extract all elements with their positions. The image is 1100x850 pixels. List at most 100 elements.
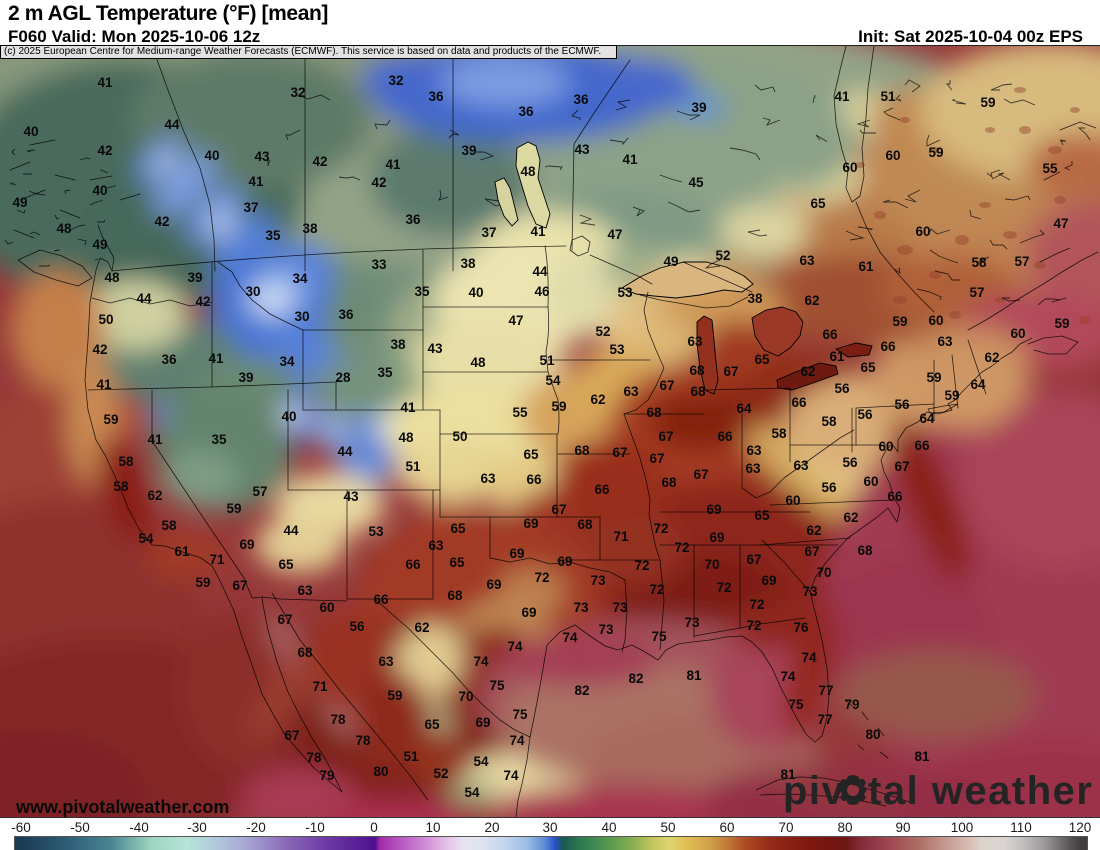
- svg-text:54: 54: [545, 373, 561, 388]
- svg-text:65: 65: [810, 196, 826, 211]
- svg-text:72: 72: [534, 570, 549, 585]
- svg-text:63: 63: [428, 538, 444, 553]
- svg-text:62: 62: [984, 350, 999, 365]
- svg-text:77: 77: [817, 712, 832, 727]
- svg-text:41: 41: [834, 89, 850, 104]
- svg-text:74: 74: [509, 733, 525, 748]
- svg-text:68: 68: [297, 645, 313, 660]
- svg-text:62: 62: [590, 392, 605, 407]
- svg-text:60: 60: [319, 600, 334, 615]
- svg-text:67: 67: [284, 728, 299, 743]
- svg-text:52: 52: [595, 324, 610, 339]
- svg-text:39: 39: [461, 143, 476, 158]
- svg-text:70: 70: [458, 689, 473, 704]
- svg-text:69: 69: [475, 715, 490, 730]
- svg-text:41: 41: [248, 174, 264, 189]
- svg-text:66: 66: [822, 327, 838, 342]
- svg-text:39: 39: [238, 370, 253, 385]
- svg-text:37: 37: [481, 225, 496, 240]
- svg-text:36: 36: [428, 89, 444, 104]
- svg-text:75: 75: [489, 678, 505, 693]
- svg-text:42: 42: [92, 342, 107, 357]
- svg-text:67: 67: [659, 378, 674, 393]
- svg-text:39: 39: [691, 100, 706, 115]
- svg-text:43: 43: [427, 341, 443, 356]
- svg-text:51: 51: [880, 89, 896, 104]
- svg-text:76: 76: [793, 620, 809, 635]
- svg-text:79: 79: [844, 697, 859, 712]
- svg-text:39: 39: [187, 270, 202, 285]
- svg-text:75: 75: [651, 629, 667, 644]
- svg-text:75: 75: [512, 707, 528, 722]
- svg-text:41: 41: [96, 377, 112, 392]
- svg-text:37: 37: [243, 200, 258, 215]
- svg-text:65: 65: [450, 521, 466, 536]
- svg-text:67: 67: [746, 552, 761, 567]
- svg-text:67: 67: [649, 451, 664, 466]
- svg-text:28: 28: [335, 370, 351, 385]
- svg-text:66: 66: [405, 557, 421, 572]
- svg-text:60: 60: [842, 160, 857, 175]
- svg-text:80: 80: [865, 727, 880, 742]
- svg-text:38: 38: [302, 221, 318, 236]
- svg-text:60: 60: [785, 493, 800, 508]
- svg-text:58: 58: [771, 426, 787, 441]
- svg-text:63: 63: [745, 461, 761, 476]
- svg-text:51: 51: [405, 459, 421, 474]
- svg-text:59: 59: [226, 501, 241, 516]
- svg-text:www.pivotalweather.com: www.pivotalweather.com: [15, 797, 229, 817]
- svg-text:65: 65: [860, 360, 876, 375]
- svg-text:44: 44: [532, 264, 548, 279]
- svg-text:34: 34: [292, 271, 308, 286]
- svg-text:58: 58: [161, 518, 177, 533]
- svg-text:55: 55: [512, 405, 528, 420]
- svg-text:47: 47: [508, 313, 523, 328]
- svg-text:63: 63: [793, 458, 809, 473]
- svg-text:46: 46: [534, 284, 550, 299]
- svg-text:45: 45: [688, 175, 704, 190]
- svg-text:66: 66: [887, 489, 903, 504]
- svg-text:72: 72: [634, 558, 649, 573]
- svg-text:66: 66: [717, 429, 733, 444]
- svg-text:68: 68: [574, 443, 590, 458]
- svg-text:56: 56: [834, 381, 850, 396]
- svg-text:63: 63: [378, 654, 394, 669]
- svg-text:57: 57: [969, 285, 984, 300]
- svg-text:82: 82: [574, 683, 589, 698]
- svg-text:63: 63: [746, 443, 762, 458]
- svg-text:68: 68: [689, 363, 705, 378]
- svg-text:66: 66: [526, 472, 542, 487]
- svg-text:44: 44: [337, 444, 353, 459]
- svg-text:80: 80: [373, 764, 388, 779]
- svg-text:62: 62: [147, 488, 162, 503]
- svg-text:70: 70: [816, 565, 831, 580]
- svg-text:51: 51: [539, 353, 555, 368]
- svg-text:49: 49: [12, 195, 27, 210]
- svg-text:69: 69: [521, 605, 536, 620]
- svg-text:48: 48: [520, 164, 536, 179]
- svg-text:64: 64: [970, 377, 986, 392]
- svg-text:59: 59: [103, 412, 118, 427]
- svg-text:78: 78: [330, 712, 346, 727]
- svg-text:69: 69: [486, 577, 501, 592]
- svg-text:36: 36: [338, 307, 354, 322]
- svg-text:49: 49: [92, 237, 107, 252]
- svg-text:66: 66: [373, 592, 389, 607]
- svg-text:35: 35: [265, 228, 281, 243]
- svg-text:38: 38: [747, 291, 763, 306]
- svg-text:60: 60: [863, 474, 878, 489]
- svg-text:74: 74: [473, 654, 489, 669]
- svg-text:73: 73: [802, 584, 818, 599]
- svg-text:36: 36: [518, 104, 534, 119]
- svg-text:65: 65: [754, 352, 770, 367]
- svg-text:58: 58: [971, 255, 987, 270]
- svg-text:48: 48: [104, 270, 120, 285]
- svg-text:73: 73: [590, 573, 606, 588]
- svg-text:56: 56: [349, 619, 365, 634]
- svg-text:52: 52: [715, 248, 730, 263]
- svg-text:60: 60: [928, 313, 943, 328]
- svg-text:69: 69: [239, 537, 254, 552]
- svg-text:43: 43: [343, 489, 359, 504]
- svg-text:41: 41: [530, 224, 546, 239]
- svg-text:51: 51: [403, 749, 419, 764]
